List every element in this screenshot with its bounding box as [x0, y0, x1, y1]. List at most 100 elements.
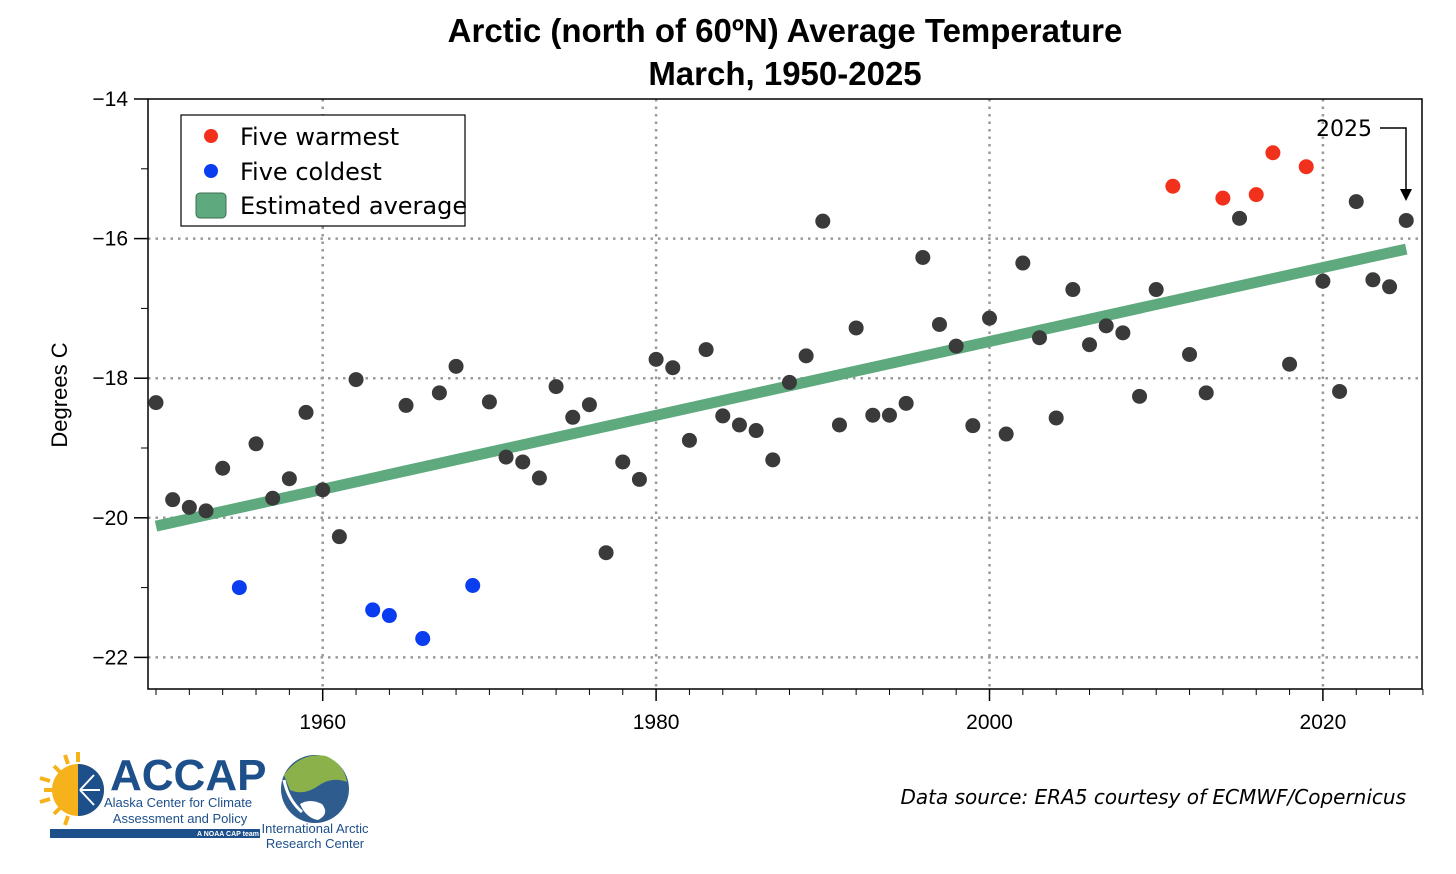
legend-label-warmest: Five warmest	[240, 123, 399, 151]
data-point	[1182, 346, 1198, 362]
legend: Five warmest Five coldest Estimated aver…	[180, 114, 467, 227]
annotation-arrowhead	[1400, 189, 1412, 201]
accap-title: ACCAP	[110, 751, 266, 800]
annotation-2025: 2025	[1316, 117, 1412, 201]
data-point	[831, 417, 847, 433]
data-point	[315, 482, 331, 498]
data-point	[598, 545, 614, 561]
data-point	[481, 394, 497, 410]
x-tick-label: 1960	[299, 711, 346, 734]
data-point	[681, 432, 697, 448]
iarc-logo: International Arctic Research Center	[262, 755, 369, 851]
data-point	[548, 379, 564, 395]
warmest-point	[1298, 159, 1314, 175]
sun-snowflake-icon	[39, 752, 104, 826]
data-point	[181, 499, 197, 515]
data-point	[648, 351, 664, 367]
data-point	[982, 310, 997, 326]
coldest-point	[365, 602, 381, 618]
data-point	[1148, 282, 1164, 298]
y-axis-label: Degrees C	[47, 342, 72, 447]
data-point	[398, 397, 414, 413]
data-point	[1282, 356, 1298, 372]
plot-frame	[147, 98, 1423, 690]
data-point	[881, 407, 897, 423]
legend-label-coldest: Five coldest	[240, 158, 382, 186]
data-point	[1315, 273, 1331, 289]
data-point	[265, 490, 281, 506]
data-point	[581, 397, 597, 413]
data-point	[1382, 279, 1398, 295]
x-tick-label: 1980	[633, 711, 680, 734]
chart-title: Arctic (north of 60ºN) Average Temperatu…	[448, 12, 1123, 49]
y-tick-label: −14	[92, 88, 128, 111]
data-point	[248, 436, 264, 452]
iarc-line1: International Arctic	[262, 821, 369, 836]
data-point	[1398, 212, 1414, 228]
coldest-point	[465, 578, 481, 594]
data-point	[865, 407, 881, 423]
data-point	[1365, 272, 1381, 288]
data-point	[331, 529, 347, 545]
data-point	[1048, 410, 1064, 426]
accap-line1: Alaska Center for Climate	[104, 795, 252, 810]
data-point	[998, 426, 1014, 442]
data-point	[698, 342, 714, 358]
legend-marker-coldest	[204, 164, 218, 178]
coldest-point	[381, 608, 397, 624]
data-point	[431, 385, 447, 401]
data-point	[965, 418, 981, 434]
y-tick-label: −22	[92, 646, 128, 669]
y-tick-label: −20	[92, 507, 128, 530]
accap-tagline: A NOAA CAP team	[197, 831, 259, 838]
axis-ticks: 1960 1980 2000 2020 −14 −16 −18 −20 −22	[92, 88, 1424, 734]
chart-subtitle: March, 1950-2025	[648, 55, 921, 92]
data-point	[748, 423, 764, 439]
data-point	[798, 348, 814, 364]
data-point	[148, 395, 164, 411]
legend-label-average: Estimated average	[240, 192, 467, 220]
data-point	[198, 503, 214, 519]
data-point	[498, 449, 514, 465]
annotation-label: 2025	[1316, 117, 1372, 142]
legend-marker-average	[195, 192, 227, 219]
data-point	[348, 372, 364, 388]
data-point	[781, 374, 797, 390]
data-point	[731, 417, 747, 433]
x-tick-label: 2000	[966, 711, 1013, 734]
data-point	[948, 338, 964, 354]
data-source-note: Data source: ERA5 courtesy of ECMWF/Cope…	[900, 785, 1406, 809]
data-point	[1098, 318, 1114, 334]
data-point	[1232, 210, 1248, 226]
data-point	[848, 320, 864, 336]
data-point	[931, 316, 947, 332]
globe-icon	[281, 755, 349, 823]
data-point	[1082, 337, 1098, 353]
data-point	[1032, 330, 1048, 346]
data-point	[281, 471, 297, 487]
data-point	[448, 358, 464, 374]
data-point	[615, 454, 631, 470]
data-point	[565, 409, 581, 425]
x-tick-label: 2020	[1300, 711, 1347, 734]
data-point	[631, 471, 647, 487]
warmest-point	[1215, 190, 1231, 206]
warmest-point	[1265, 145, 1281, 161]
accap-line2: Assessment and Policy	[113, 811, 248, 826]
data-point	[1065, 282, 1081, 298]
data-point	[898, 395, 914, 411]
legend-marker-warmest	[204, 129, 218, 143]
data-point	[1132, 388, 1148, 404]
coldest-point	[415, 631, 431, 647]
trend-line	[154, 243, 1408, 532]
data-point	[298, 404, 314, 420]
data-point	[715, 408, 731, 424]
warmest-point	[1248, 187, 1264, 203]
annotation-arrow	[1380, 127, 1407, 193]
accap-tagline-bar	[50, 829, 260, 838]
data-point	[665, 360, 681, 376]
warmest-point	[1165, 178, 1181, 194]
data-point	[815, 213, 831, 229]
data-point	[1015, 255, 1031, 271]
